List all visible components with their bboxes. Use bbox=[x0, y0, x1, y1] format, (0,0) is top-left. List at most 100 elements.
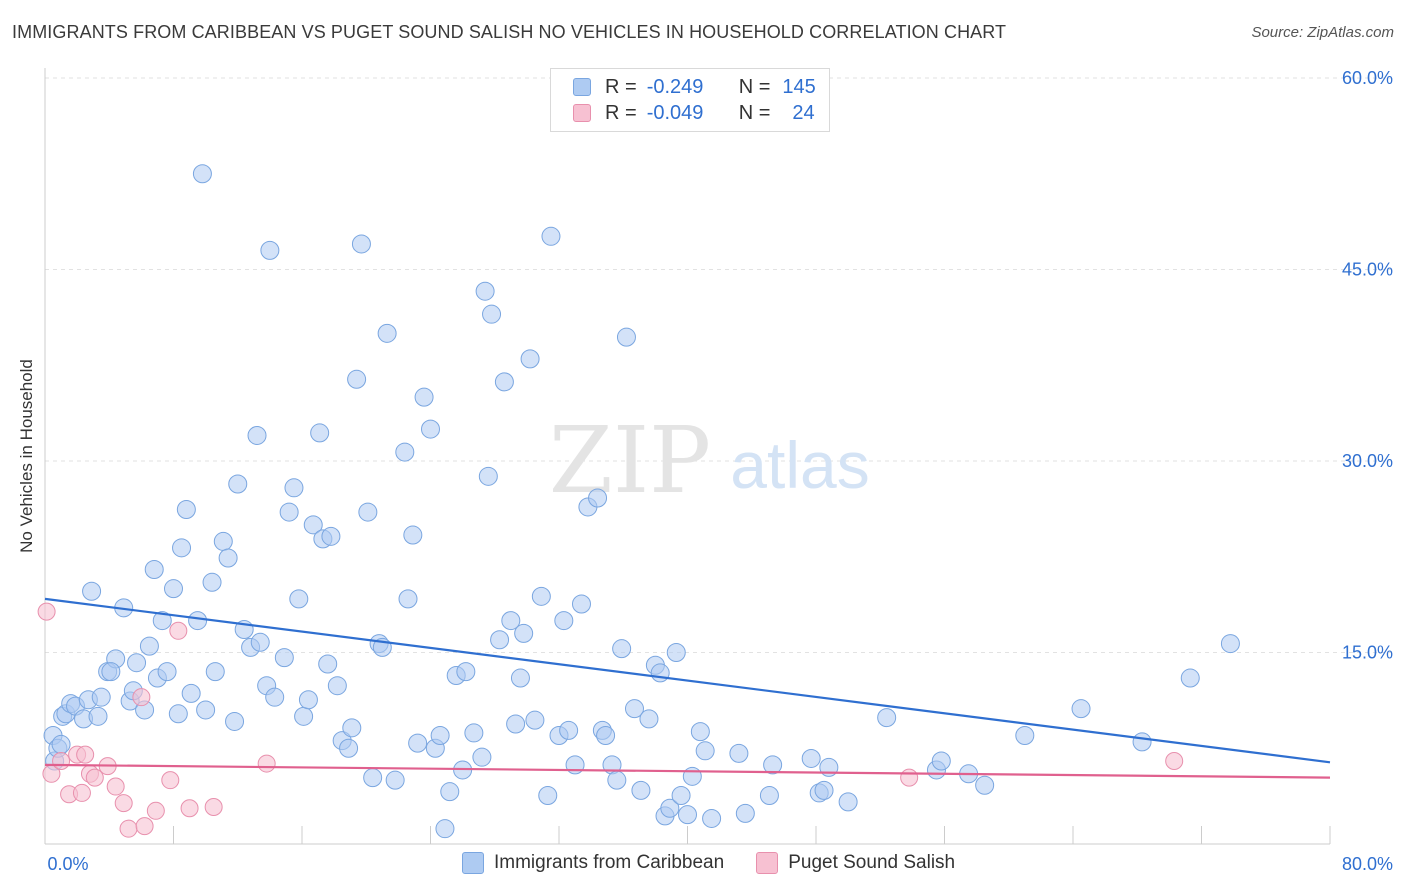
y-tick-label: 60.0% bbox=[1342, 68, 1393, 88]
caribbean-point bbox=[289, 589, 309, 609]
caribbean-point bbox=[435, 819, 455, 839]
caribbean-point bbox=[660, 798, 680, 818]
salish-point bbox=[106, 777, 125, 796]
caribbean-point bbox=[541, 226, 561, 246]
caribbean-point bbox=[414, 387, 434, 407]
caribbean-point bbox=[298, 690, 318, 710]
caribbean-point bbox=[91, 687, 111, 707]
caribbean-point bbox=[456, 662, 476, 682]
n-value-salish: 24 bbox=[792, 101, 815, 124]
caribbean-point bbox=[303, 515, 323, 535]
caribbean-point bbox=[1132, 732, 1152, 752]
salish-point bbox=[204, 797, 223, 816]
caribbean-point bbox=[510, 668, 530, 688]
caribbean-point bbox=[172, 538, 192, 558]
caribbean-point bbox=[395, 442, 415, 462]
caribbean-point bbox=[666, 643, 686, 662]
caribbean-point bbox=[514, 623, 534, 643]
caribbean-point bbox=[616, 327, 636, 347]
correlation-legend: R = -0.249 N = 145 R = -0.049 N = 24 bbox=[550, 68, 830, 132]
caribbean-point bbox=[377, 323, 397, 343]
caribbean-point bbox=[294, 706, 314, 726]
caribbean-point bbox=[139, 636, 159, 656]
caribbean-point bbox=[554, 611, 574, 631]
caribbean-point bbox=[152, 611, 172, 631]
caribbean-point bbox=[310, 423, 330, 443]
caribbean-point bbox=[482, 304, 502, 324]
salish-point bbox=[161, 771, 180, 790]
caribbean-point bbox=[607, 770, 627, 790]
caribbean-point bbox=[51, 734, 71, 754]
legend-item-caribbean: Immigrants from Caribbean bbox=[462, 852, 724, 874]
caribbean-point bbox=[494, 372, 514, 392]
caribbean-point bbox=[729, 743, 749, 763]
salish-point bbox=[72, 783, 91, 802]
caribbean-point bbox=[318, 654, 338, 674]
gridlines bbox=[45, 77, 1392, 653]
x-tick-label: 0.0% bbox=[47, 854, 88, 874]
caribbean-point bbox=[506, 714, 526, 734]
salish-point bbox=[1165, 752, 1184, 771]
caribbean-point bbox=[363, 768, 383, 788]
caribbean-point bbox=[475, 281, 495, 301]
caribbean-point bbox=[1220, 634, 1240, 654]
caribbean-point bbox=[682, 766, 702, 786]
caribbean-point bbox=[440, 782, 460, 802]
caribbean-point bbox=[464, 723, 484, 743]
caribbean-point bbox=[157, 662, 177, 682]
caribbean-point bbox=[279, 502, 299, 522]
caribbean-point bbox=[801, 748, 821, 768]
caribbean-point bbox=[478, 466, 498, 486]
n-value-caribbean: 145 bbox=[782, 75, 816, 98]
legend-label-caribbean: Immigrants from Caribbean bbox=[494, 852, 725, 873]
caribbean-point bbox=[347, 369, 367, 389]
caribbean-point bbox=[975, 775, 995, 795]
caribbean-point bbox=[671, 785, 691, 805]
watermark-zip: ZIP bbox=[549, 407, 711, 514]
r-value-caribbean: -0.249 bbox=[646, 75, 704, 98]
n-label: N = bbox=[738, 101, 771, 124]
caribbean-point bbox=[127, 653, 147, 673]
caribbean-point bbox=[101, 662, 121, 682]
caribbean-point bbox=[196, 700, 216, 720]
r-value-salish: -0.049 bbox=[646, 101, 704, 124]
caribbean-point bbox=[525, 710, 545, 730]
caribbean-point bbox=[408, 733, 428, 753]
salish-trend-line bbox=[44, 763, 1331, 779]
caribbean-point bbox=[559, 720, 579, 740]
caribbean-point bbox=[403, 525, 423, 545]
axes bbox=[44, 68, 1331, 845]
caribbean-point bbox=[596, 725, 616, 745]
n-label: N = bbox=[738, 75, 771, 98]
caribbean-point bbox=[274, 648, 294, 668]
caribbean-point bbox=[181, 683, 201, 703]
caribbean-point bbox=[571, 594, 591, 614]
caribbean-point bbox=[735, 803, 755, 823]
caribbean-point bbox=[144, 560, 164, 580]
x-tick-label: 80.0% bbox=[1342, 854, 1393, 874]
legend-row-caribbean: R = -0.249 N = 145 bbox=[573, 75, 816, 99]
caribbean-point bbox=[247, 425, 267, 445]
legend-swatch-caribbean bbox=[462, 852, 484, 874]
caribbean-point bbox=[205, 662, 225, 682]
salish-point bbox=[114, 794, 133, 813]
caribbean-point bbox=[265, 687, 285, 707]
caribbean-point bbox=[228, 474, 248, 494]
caribbean-point bbox=[531, 586, 551, 606]
caribbean-point bbox=[421, 419, 440, 439]
caribbean-point bbox=[358, 502, 378, 522]
caribbean-point bbox=[398, 589, 418, 609]
legend-swatch-salish bbox=[756, 852, 779, 874]
caribbean-point bbox=[472, 747, 492, 767]
caribbean-point bbox=[612, 639, 632, 659]
caribbean-point bbox=[327, 676, 347, 696]
y-tick-label: 45.0% bbox=[1342, 260, 1393, 280]
caribbean-point bbox=[759, 785, 779, 805]
caribbean-point bbox=[284, 478, 304, 498]
caribbean-point bbox=[678, 805, 697, 825]
r-label: R = bbox=[605, 75, 637, 98]
chart-title: IMMIGRANTS FROM CARIBBEAN VS PUGET SOUND… bbox=[12, 22, 1007, 42]
caribbean-point bbox=[385, 770, 405, 790]
caribbean-point bbox=[218, 548, 238, 568]
